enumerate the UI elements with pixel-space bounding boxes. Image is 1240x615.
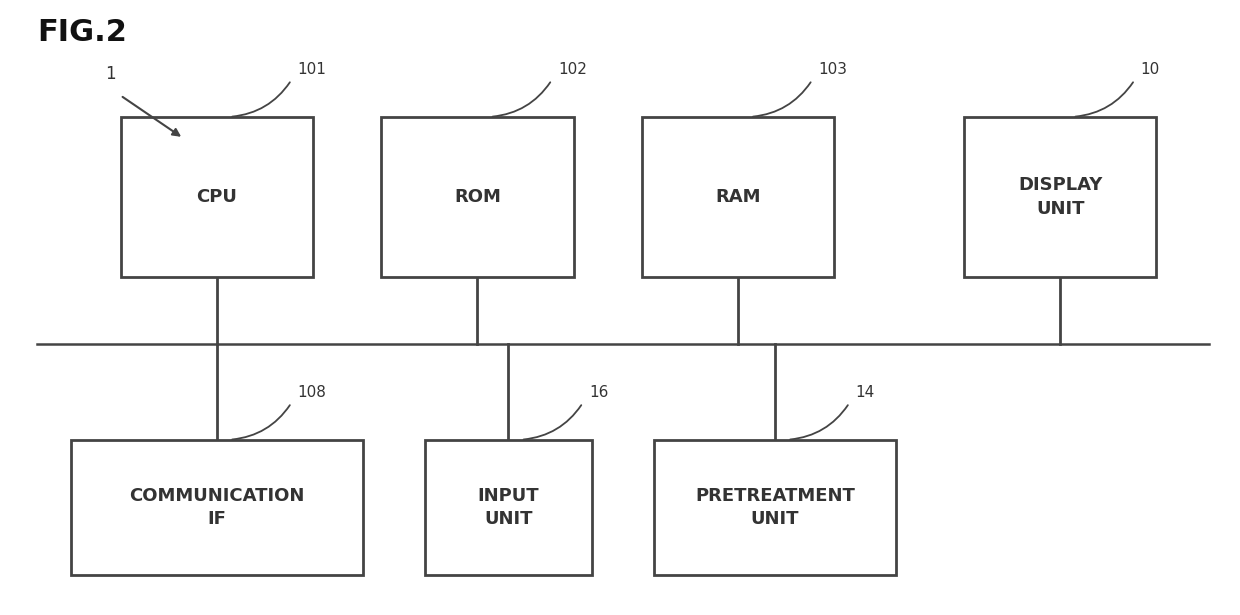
Text: FIG.2: FIG.2 bbox=[37, 18, 126, 47]
Bar bbox=[655, 440, 895, 575]
Bar bbox=[120, 117, 312, 277]
Text: RAM: RAM bbox=[715, 188, 760, 206]
Text: DISPLAY
UNIT: DISPLAY UNIT bbox=[1018, 176, 1102, 218]
Text: 14: 14 bbox=[856, 385, 875, 400]
Text: 102: 102 bbox=[558, 62, 587, 77]
Text: COMMUNICATION
IF: COMMUNICATION IF bbox=[129, 486, 305, 528]
Bar bbox=[642, 117, 833, 277]
Text: CPU: CPU bbox=[197, 188, 237, 206]
Text: 108: 108 bbox=[298, 385, 326, 400]
Text: 103: 103 bbox=[818, 62, 847, 77]
Bar bbox=[965, 117, 1156, 277]
Bar bbox=[424, 440, 593, 575]
Bar bbox=[382, 117, 573, 277]
Text: 16: 16 bbox=[589, 385, 609, 400]
Text: 101: 101 bbox=[298, 62, 326, 77]
Bar bbox=[71, 440, 362, 575]
Text: 1: 1 bbox=[105, 65, 117, 83]
Text: ROM: ROM bbox=[454, 188, 501, 206]
Text: INPUT
UNIT: INPUT UNIT bbox=[477, 486, 539, 528]
Text: 10: 10 bbox=[1141, 62, 1161, 77]
Text: PRETREATMENT
UNIT: PRETREATMENT UNIT bbox=[696, 486, 854, 528]
